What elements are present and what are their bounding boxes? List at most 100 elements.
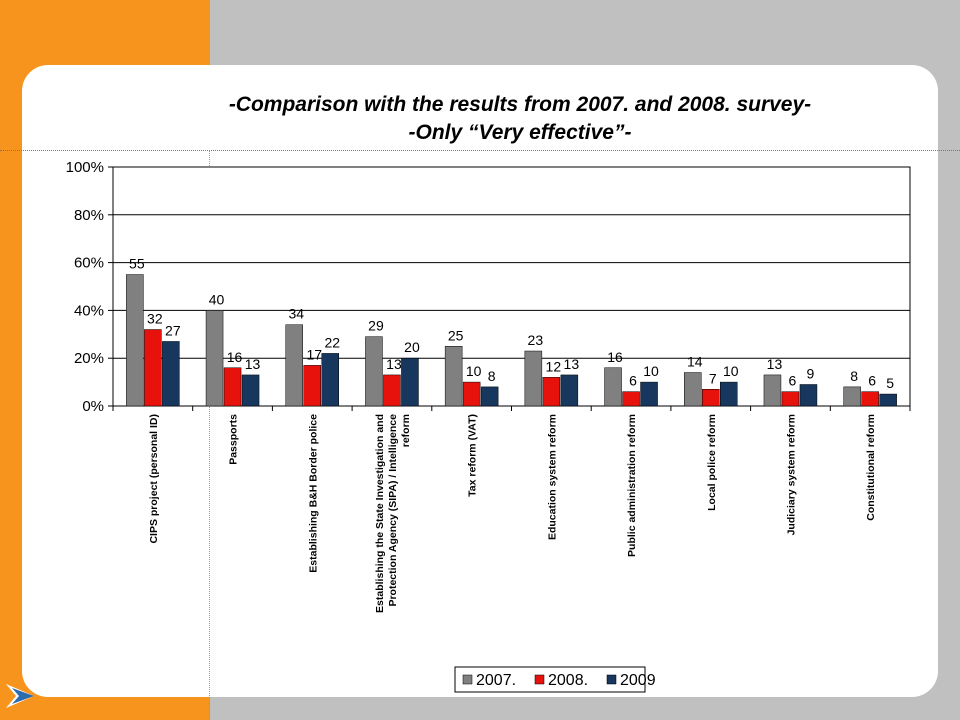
data-label: 29	[368, 318, 384, 334]
x-tick-label: Establishing B&H Border police	[307, 414, 319, 573]
data-label: 23	[528, 332, 544, 348]
bar	[401, 357, 419, 407]
bar	[365, 336, 383, 407]
bar	[560, 374, 579, 407]
bar	[524, 350, 543, 407]
data-label: 14	[687, 354, 703, 370]
dotted-divider	[0, 150, 960, 151]
y-tick-label: 80%	[74, 207, 104, 224]
data-label: 10	[466, 363, 482, 379]
bar	[781, 391, 800, 407]
bar	[480, 386, 499, 407]
legend-swatch	[462, 674, 473, 685]
y-tick-label: 100%	[66, 159, 104, 176]
x-tick-label-line: Local police reform	[706, 414, 718, 511]
dotted-vertical-divider	[209, 150, 210, 720]
arrow-logo-icon	[6, 684, 34, 708]
bar	[843, 386, 861, 407]
bar	[126, 274, 144, 407]
x-tick-label-line: Public administration reform	[626, 414, 638, 557]
x-tick-label-line: Tax reform (VAT)	[467, 414, 479, 497]
data-label: 55	[129, 256, 145, 272]
x-tick-label: Education system reform	[546, 414, 558, 540]
x-tick-label: CIPS project (personal ID)	[148, 414, 160, 544]
bar	[879, 393, 897, 407]
data-label: 6	[868, 373, 876, 389]
data-label: 8	[850, 368, 858, 384]
x-tick-label: Public administration reform	[626, 414, 638, 557]
data-label: 13	[245, 356, 261, 372]
plot-area	[112, 166, 911, 407]
data-label: 10	[723, 363, 739, 379]
x-tick-label-line: Judiciary system reform	[785, 414, 797, 535]
slide-subtitle: -Only “Very effective”-	[408, 121, 632, 144]
x-tick-label: Judiciary system reform	[785, 414, 797, 535]
data-label: 6	[629, 373, 637, 389]
data-label: 22	[324, 334, 340, 350]
data-label: 7	[709, 370, 717, 386]
x-tick-label: Local police reform	[706, 414, 718, 511]
x-tick-label: Constitutional reform	[865, 414, 877, 521]
data-label: 34	[288, 306, 304, 322]
y-tick-label: 40%	[74, 302, 104, 319]
data-label: 32	[147, 311, 163, 327]
bar	[285, 324, 303, 407]
x-tick-label: Tax reform (VAT)	[467, 414, 479, 497]
bar	[383, 374, 401, 407]
data-label: 8	[488, 368, 496, 384]
bar	[542, 377, 561, 407]
bar	[321, 353, 339, 407]
bar	[684, 372, 702, 407]
data-label: 13	[386, 356, 402, 372]
bar	[303, 365, 321, 407]
data-label: 17	[306, 346, 322, 362]
bar	[604, 367, 622, 407]
x-tick-label-line: Education system reform	[546, 414, 558, 540]
legend-label: 2009	[620, 672, 656, 689]
data-label: 13	[564, 356, 580, 372]
bar	[462, 381, 481, 407]
bar	[702, 389, 720, 407]
data-label: 16	[227, 349, 243, 365]
bar	[763, 374, 782, 407]
y-tick-label: 60%	[74, 255, 104, 272]
bar	[799, 384, 818, 407]
bar	[622, 391, 640, 407]
x-tick-label-line: CIPS project (personal ID)	[148, 414, 160, 544]
data-label: 20	[404, 339, 420, 355]
data-label: 16	[607, 349, 623, 365]
y-tick-label: 20%	[74, 350, 104, 367]
bar	[861, 391, 879, 407]
data-label: 10	[643, 363, 659, 379]
data-label: 13	[767, 356, 783, 372]
bar	[223, 367, 242, 407]
x-tick-label-line: Establishing the State Investigation and	[374, 414, 386, 613]
bar	[720, 381, 738, 407]
slide-title: -Comparison with the results from 2007. …	[228, 93, 812, 116]
data-label: 9	[807, 365, 815, 381]
bar	[640, 381, 658, 407]
data-label: 40	[209, 291, 225, 307]
data-label: 27	[165, 322, 181, 338]
legend-label: 2007.	[476, 672, 516, 689]
bar	[241, 374, 260, 407]
data-label: 25	[448, 327, 464, 343]
x-tick-label-line: Passports	[228, 414, 240, 465]
legend-label: 2008.	[548, 672, 588, 689]
data-label: 12	[546, 358, 562, 374]
x-tick-label: Establishing the State Investigation and…	[374, 414, 412, 613]
x-tick-label: Passports	[228, 414, 240, 465]
data-label: 5	[886, 375, 894, 391]
bar	[144, 329, 162, 407]
x-tick-label-line: Constitutional reform	[865, 414, 877, 521]
legend-swatch	[534, 674, 545, 685]
bar	[162, 341, 180, 407]
x-tick-label-line: Establishing B&H Border police	[307, 414, 319, 573]
y-tick-label: 0%	[82, 398, 104, 415]
x-tick-label-line: reform	[400, 414, 412, 447]
x-tick-label-line: Protection Agency (SIPA) / Intelligence	[387, 414, 399, 607]
bar	[205, 310, 224, 407]
data-label: 6	[789, 373, 797, 389]
bar	[444, 346, 463, 407]
